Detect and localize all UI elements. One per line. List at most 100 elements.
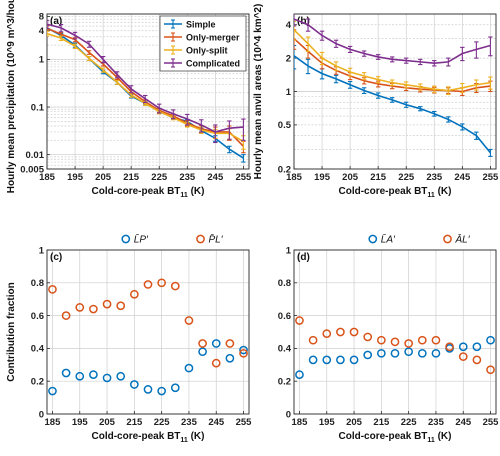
x-axis-label-unit: (K) <box>435 431 452 442</box>
x-axis-label-sub: 11 <box>427 192 435 199</box>
error-bar <box>114 71 120 79</box>
panel-label: (d) <box>297 252 310 263</box>
data-point <box>431 335 441 345</box>
error-bar <box>47 30 50 37</box>
error-bar <box>474 41 479 59</box>
x-axis-label-sub: 11 <box>427 437 435 444</box>
legend-item: ĀL′ <box>443 234 471 246</box>
series-point-group <box>295 335 495 379</box>
error-bar <box>100 55 106 64</box>
x-tick-label: 185 <box>292 417 309 428</box>
error-bar <box>333 39 339 48</box>
x-tick-label: 195 <box>314 172 331 183</box>
error-bar <box>86 55 92 62</box>
error-bar <box>213 124 218 144</box>
error-bar <box>460 82 465 94</box>
x-tick-label: 245 <box>207 172 224 183</box>
legend-label: Complicated <box>186 58 240 68</box>
x-tick-label: 185 <box>286 172 303 183</box>
error-bar <box>157 103 162 114</box>
panel-a: 185 195 205 215 225 235 245 255 0.005 0.01 0.1 1 4 8 (… <box>6 0 252 199</box>
x-tick-label: 215 <box>373 417 390 428</box>
x-tick-label: 235 <box>426 172 443 183</box>
y-tick-label: 0.2 <box>278 377 291 388</box>
x-tick-label: 235 <box>179 172 196 183</box>
panel-label: (a) <box>50 16 62 27</box>
series-complicated <box>47 20 246 144</box>
error-bar <box>432 85 437 94</box>
x-tick-label: 225 <box>401 417 418 428</box>
data-point <box>404 347 413 357</box>
data-point <box>89 370 98 379</box>
y-tick-label: 8 <box>39 12 44 23</box>
data-point <box>225 353 235 363</box>
data-point <box>377 348 386 358</box>
error-bar <box>241 154 246 163</box>
data-point <box>225 339 235 348</box>
data-point <box>349 327 359 337</box>
series-simple <box>294 44 493 157</box>
error-bar <box>375 76 381 84</box>
error-bar <box>58 24 64 33</box>
data-point <box>184 316 194 325</box>
error-bar <box>404 101 409 108</box>
data-point <box>363 350 373 360</box>
error-bar <box>347 80 353 89</box>
x-tick-label: 255 <box>482 172 499 183</box>
panel-d: 185 195 205 215 225 235 245 255 0 0.2 0.4 0.6 0.8 1 (d… <box>278 233 499 444</box>
data-point <box>295 370 304 379</box>
y-tick-label: 0 <box>286 409 291 420</box>
error-bar <box>347 67 353 77</box>
x-axis-label-main: Cold-core-peak BT <box>339 186 428 197</box>
y-tick-label: 1 <box>286 87 292 98</box>
error-bar <box>294 29 297 50</box>
data-point <box>322 329 332 338</box>
error-bar <box>185 113 190 126</box>
data-point <box>211 339 221 348</box>
plot-area <box>294 14 493 157</box>
data-point <box>417 335 427 345</box>
y-tick-label: 0.8 <box>31 278 44 289</box>
error-bar <box>460 46 465 62</box>
grid <box>47 249 249 415</box>
y-axis-label: Hourly mean anvil areas (10^4 km^2) <box>253 4 264 180</box>
error-bar <box>389 56 395 63</box>
x-tick-label: 255 <box>236 417 253 428</box>
error-bar <box>47 20 50 29</box>
error-bar <box>446 116 451 123</box>
legend-box <box>159 15 247 72</box>
data-point <box>170 281 180 291</box>
x-axis-label-sub: 11 <box>180 192 188 199</box>
axes-box <box>46 249 250 415</box>
legend-marker <box>196 234 205 244</box>
error-bar <box>100 67 106 73</box>
legend-marker <box>368 234 378 244</box>
error-bar <box>460 123 465 131</box>
y-tick-label: 1 <box>39 55 45 66</box>
error-bar <box>488 148 493 157</box>
error-bar <box>227 120 232 140</box>
x-tick-label: 225 <box>398 172 415 183</box>
series-only-split <box>294 20 493 96</box>
y-tick-label: 0.6 <box>31 311 44 322</box>
x-tick-label: 245 <box>208 417 225 428</box>
error-bar <box>86 50 92 55</box>
x-tick-label: 235 <box>181 417 198 428</box>
error-bar <box>375 54 381 60</box>
error-bar <box>404 81 409 89</box>
legend: L̄P′ P̄L′ <box>121 233 224 246</box>
x-tick-label: 225 <box>151 172 168 183</box>
x-tick-label: 205 <box>99 417 116 428</box>
error-bar <box>305 18 311 32</box>
x-axis-label-unit: (K) <box>188 431 205 442</box>
error-bar <box>389 79 395 87</box>
error-bar <box>432 110 437 117</box>
legend-label: L̄P′ <box>134 233 149 246</box>
panel-label: (b) <box>297 16 310 27</box>
error-bar <box>375 92 381 99</box>
legend-marker <box>121 234 131 244</box>
legend-label: Only-merger <box>186 32 240 42</box>
x-axis-label-unit: (K) <box>188 186 205 197</box>
data-point <box>75 371 85 381</box>
